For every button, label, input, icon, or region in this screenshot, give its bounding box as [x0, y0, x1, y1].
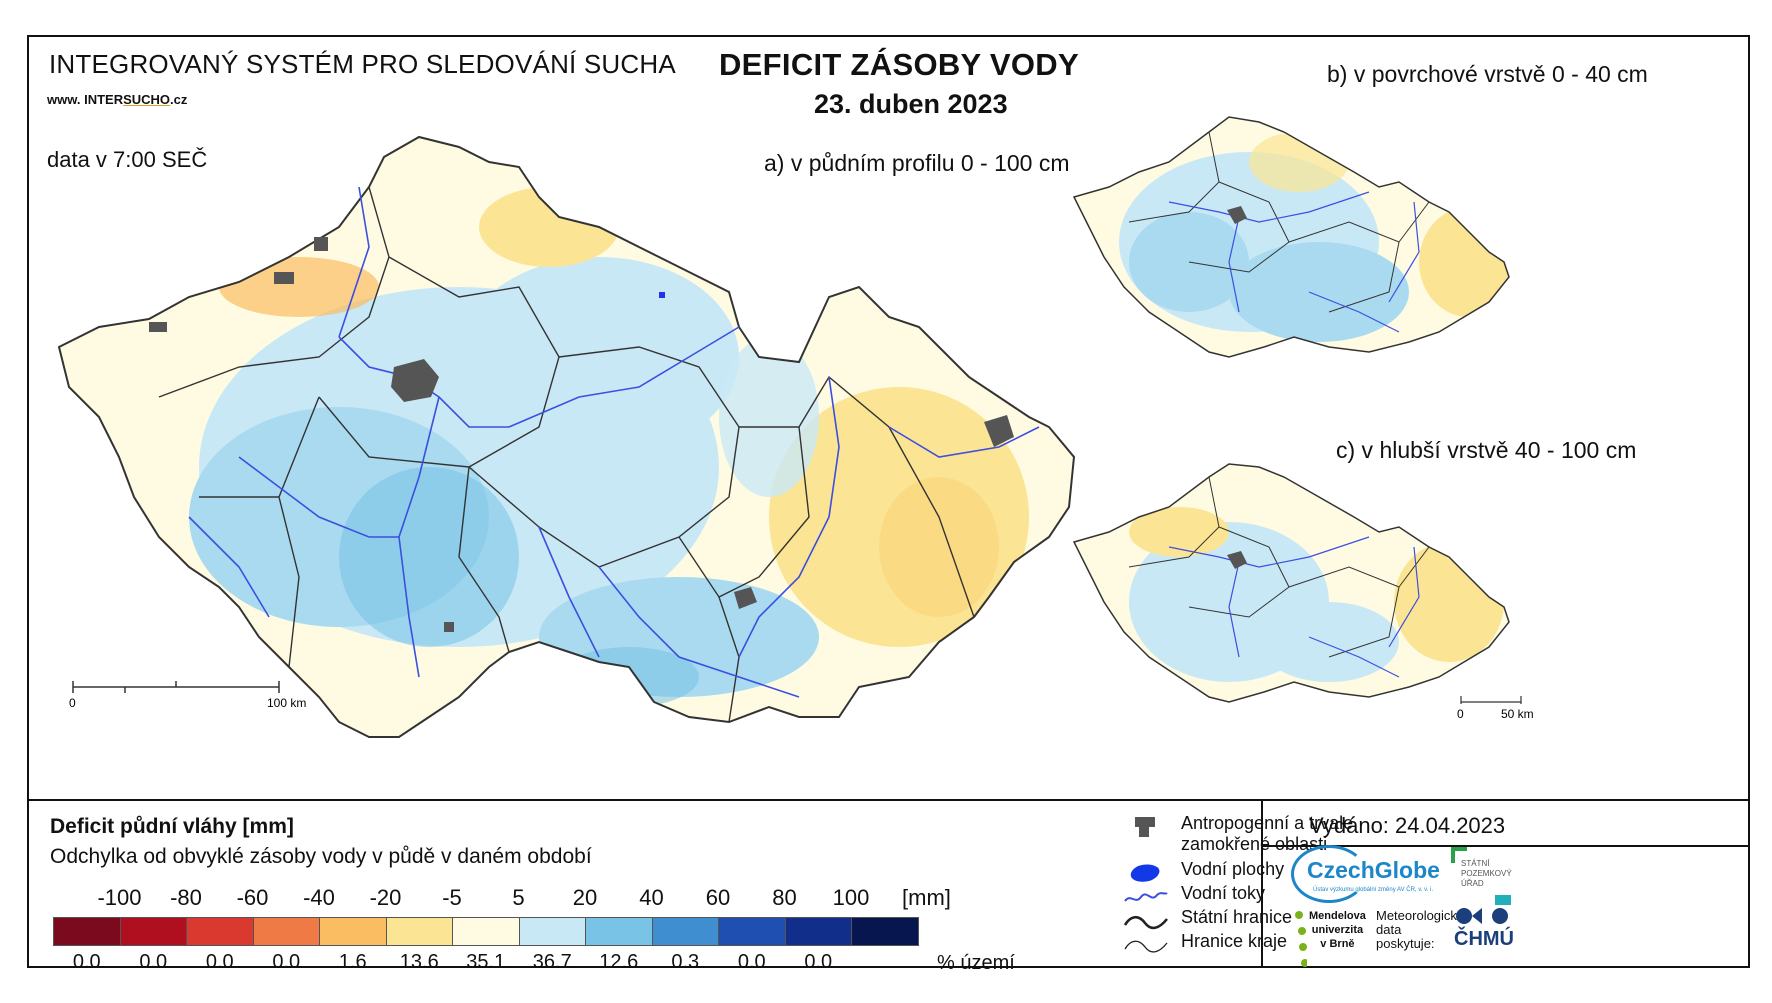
- legend-swatch: [252, 917, 320, 946]
- czechglobe-logo[interactable]: CzechGlobe: [1307, 857, 1440, 883]
- map-c-deep-layer: 0 50 km: [1072, 463, 1534, 721]
- legend-percentage: 0.0: [72, 951, 101, 973]
- legend-swatch: [851, 917, 919, 946]
- legend-percentage: 0.0: [205, 951, 234, 973]
- legend-divider-vertical: [1261, 799, 1263, 968]
- legend-unit: [mm]: [902, 885, 951, 910]
- chmu-symbol-icon: [1456, 908, 1508, 924]
- legend-percentage: 0.0: [272, 951, 301, 973]
- pct-unit: % území: [937, 952, 1015, 974]
- river-icon: [1124, 892, 1168, 902]
- legend-swatch: [385, 917, 453, 946]
- symbol-river: Vodní toky: [1121, 883, 1265, 911]
- map-a-full-profile: 0 100 km: [57, 135, 1076, 738]
- water-body-icon: [1130, 864, 1160, 882]
- legend-swatch: [452, 917, 520, 946]
- legend-percentage: 1.6: [338, 951, 367, 973]
- chmu-logo[interactable]: ČHMÚ: [1454, 907, 1514, 951]
- url-suffix: .cz: [170, 92, 188, 107]
- legend-color-scale: [53, 917, 919, 946]
- legend-tick-label: -80: [170, 885, 202, 910]
- legend-title: Deficit půdní vláhy [mm]: [50, 815, 294, 838]
- legend-divider-horizontal: [1261, 845, 1748, 847]
- region-border-icon: [1124, 940, 1168, 953]
- scale-small-end: 50 km: [1501, 707, 1534, 721]
- legend-percentage: 0.0: [139, 951, 168, 973]
- czechglobe-subtitle: Ústav výzkumu globální změny AV ČR, v. v…: [1313, 887, 1434, 893]
- legend-tick-label: -40: [303, 885, 335, 910]
- legend-tick-label: -5: [442, 885, 462, 910]
- spu-logo-mark-icon: [1451, 847, 1467, 863]
- website-url[interactable]: www. INTERSUCHO.cz: [47, 92, 187, 107]
- legend-tick-label: 100: [832, 885, 870, 910]
- legend-swatch: [585, 917, 653, 946]
- symbol-water: Vodní plochy: [1121, 859, 1284, 887]
- legend-swatch: [119, 917, 187, 946]
- legend-swatch: [718, 917, 786, 946]
- legend-tick-label: 20: [572, 885, 598, 910]
- scale-bar-small: 0 50 km: [1457, 696, 1534, 721]
- scale-small-start: 0: [1457, 707, 1464, 721]
- legend-tick-label: -60: [236, 885, 269, 910]
- org-title: INTEGROVANÝ SYSTÉM PRO SLEDOVÁNÍ SUCHA: [49, 49, 676, 79]
- czechglobe-logo-ring: [1291, 845, 1367, 903]
- chmu-logo-text: ČHMÚ: [1454, 928, 1514, 950]
- legend-swatch: [784, 917, 852, 946]
- legend-percentage: 0.3: [671, 951, 700, 973]
- legend-tick-label: -20: [369, 885, 402, 910]
- legend-percentage: 13.6: [399, 951, 439, 973]
- legend-percentage: 12.6: [599, 951, 639, 973]
- legend-percentage: 35.1: [466, 951, 506, 973]
- issued-date: Vydáno: 24.04.2023: [1309, 813, 1506, 838]
- legend-tick-label: 60: [705, 885, 731, 910]
- mendel-dots-icon: [1295, 911, 1307, 967]
- map-b-label: b) v povrchové vrstvě 0 - 40 cm: [1327, 61, 1648, 87]
- legend-panel: Deficit půdní vláhy [mm] Odchylka od obv…: [29, 799, 1748, 974]
- legend-swatch: [651, 917, 719, 946]
- legend-swatch: [319, 917, 387, 946]
- legend-percentage: 36.7: [532, 951, 572, 973]
- map-a-label: a) v půdním profilu 0 - 100 cm: [764, 150, 1070, 176]
- legend-tick-labels: [mm] -100 -80 -60 -40 -20 -5 5 20 40 60 80 100: [29, 885, 1029, 915]
- legend-swatch: [518, 917, 586, 946]
- legend-swatch: [53, 917, 121, 946]
- main-date: 23. duben 2023: [814, 89, 1008, 119]
- map-b-surface-layer: [1072, 116, 1510, 358]
- legend-percentage: 0.0: [737, 951, 766, 973]
- spu-logo[interactable]: STÁTNÍ POZEMKOVÝ ÚŘAD: [1449, 845, 1512, 888]
- urban-area-icon: [1135, 817, 1155, 837]
- legend-tick-label: -100: [97, 885, 142, 910]
- legend-tick-label: 40: [639, 885, 664, 910]
- symbol-urban: Antropogenní a trvale zamokřené oblasti: [1121, 813, 1353, 855]
- legend-swatch: [186, 917, 254, 946]
- meteo-data-note: Meteorologická data poskytuje:: [1376, 908, 1465, 951]
- figure-frame: INTEGROVANÝ SYSTÉM PRO SLEDOVÁNÍ SUCHA w…: [27, 35, 1750, 974]
- legend-percentage: 0.0: [804, 951, 833, 973]
- legend-tick-label: 5: [512, 885, 525, 910]
- legend-tick-label: 80: [772, 885, 797, 910]
- scale-main-end: 100 km: [267, 696, 306, 710]
- url-prefix: www.: [47, 92, 85, 107]
- scale-bar-main: 0 100 km: [69, 681, 306, 710]
- scale-main-start: 0: [69, 696, 76, 710]
- url-part-sucho: SUCHO: [123, 92, 171, 107]
- url-part-inter: INTER: [84, 92, 124, 107]
- legend-subtitle: Odchylka od obvyklé zásoby vody v půdě v…: [50, 845, 592, 868]
- symbol-region-border: Hranice kraje: [1121, 931, 1287, 959]
- data-time-note: data v 7:00 SEČ: [47, 147, 208, 172]
- map-c-label: c) v hlubší vrstvě 40 - 100 cm: [1336, 437, 1637, 463]
- state-border-icon: [1123, 915, 1169, 930]
- main-title: DEFICIT ZÁSOBY VODY: [719, 47, 1079, 82]
- symbol-state-border: Státní hranice: [1121, 907, 1292, 935]
- spu-accent-mark: [1495, 895, 1511, 905]
- legend-percentages: % území 0.0 0.0 0.0 0.0 1.6 13.6 35.1 36.7 12.6 0…: [29, 951, 1029, 977]
